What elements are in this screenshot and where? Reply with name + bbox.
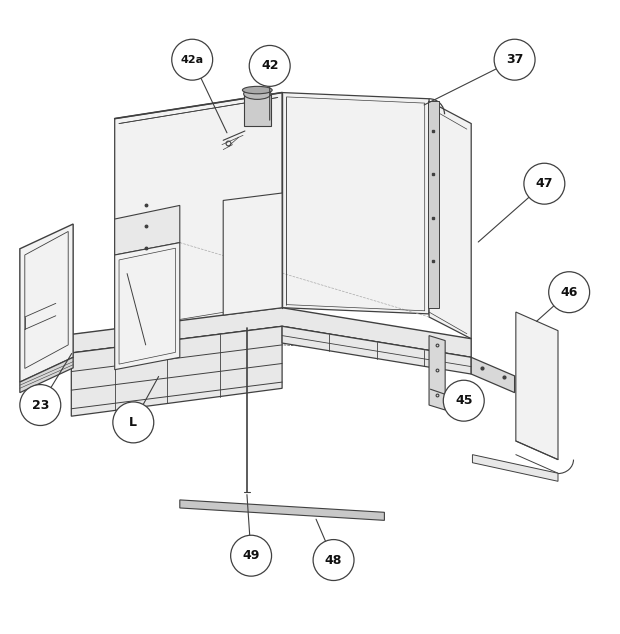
Circle shape — [549, 272, 590, 313]
Text: eReplacementParts.com: eReplacementParts.com — [216, 331, 404, 346]
Polygon shape — [282, 327, 471, 374]
Circle shape — [443, 380, 484, 421]
Polygon shape — [71, 327, 282, 416]
Polygon shape — [20, 224, 73, 382]
Text: 42a: 42a — [180, 55, 204, 65]
Ellipse shape — [244, 88, 271, 100]
Text: 49: 49 — [242, 549, 260, 562]
Polygon shape — [472, 455, 558, 481]
Text: L: L — [130, 416, 137, 429]
Polygon shape — [115, 205, 180, 255]
Circle shape — [172, 39, 213, 80]
Polygon shape — [282, 93, 429, 314]
Polygon shape — [223, 193, 282, 315]
Polygon shape — [428, 101, 439, 307]
Circle shape — [20, 385, 61, 425]
Polygon shape — [71, 307, 471, 358]
Circle shape — [249, 46, 290, 86]
Text: 45: 45 — [455, 394, 472, 407]
Polygon shape — [115, 93, 282, 333]
Circle shape — [231, 535, 272, 576]
Circle shape — [494, 39, 535, 80]
Polygon shape — [516, 312, 558, 460]
Circle shape — [313, 540, 354, 581]
Text: 48: 48 — [325, 553, 342, 567]
Ellipse shape — [242, 86, 272, 94]
Polygon shape — [429, 101, 471, 339]
Polygon shape — [20, 358, 73, 392]
Polygon shape — [244, 94, 271, 126]
Polygon shape — [71, 327, 471, 368]
Text: 23: 23 — [32, 399, 49, 411]
Polygon shape — [180, 500, 384, 521]
Polygon shape — [115, 243, 180, 370]
Text: 42: 42 — [261, 60, 278, 72]
Text: 47: 47 — [536, 177, 553, 190]
Polygon shape — [429, 335, 445, 410]
Polygon shape — [471, 358, 515, 392]
Circle shape — [524, 163, 565, 204]
Text: 37: 37 — [506, 53, 523, 66]
Text: 46: 46 — [560, 286, 578, 299]
Circle shape — [113, 402, 154, 443]
